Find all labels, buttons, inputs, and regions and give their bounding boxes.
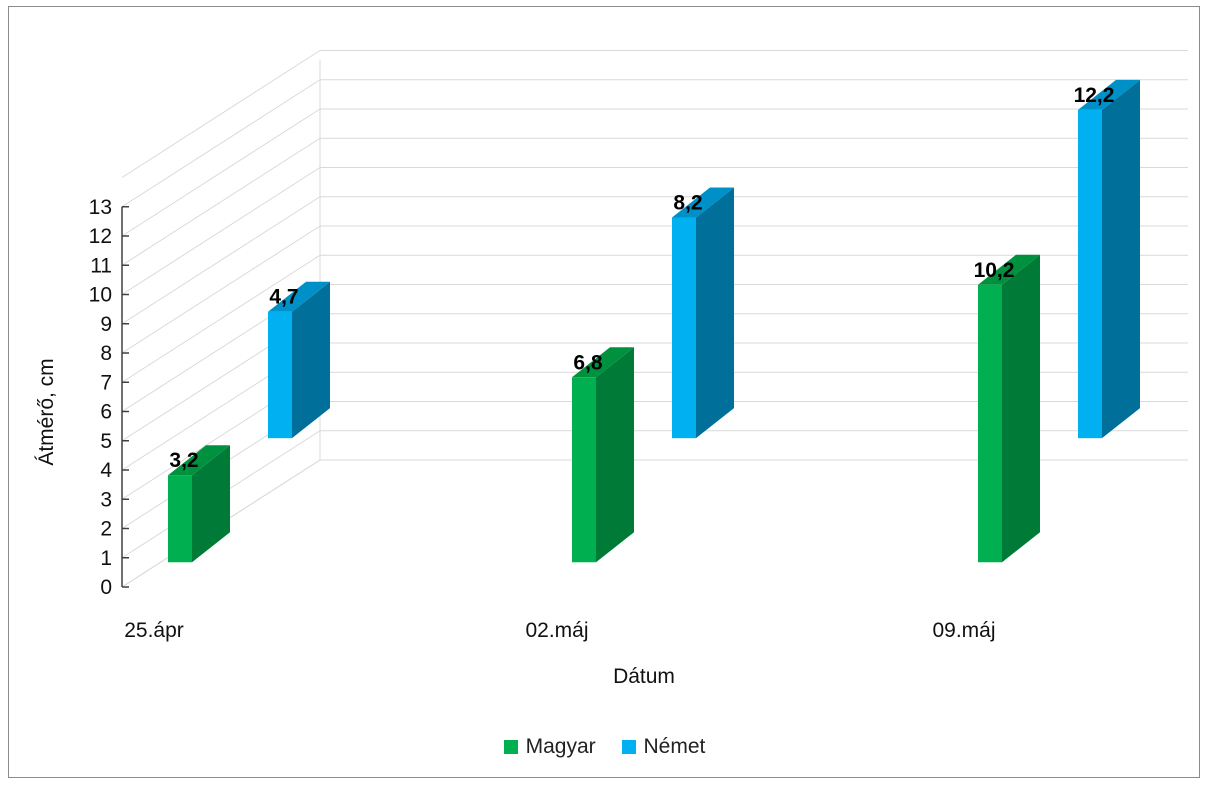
legend-label-nemet: Német <box>643 735 706 758</box>
data-label-magyar-1: 6,8 <box>573 351 603 374</box>
bar-front <box>978 284 1002 563</box>
bar-magyar-0 <box>168 445 230 563</box>
bar-side <box>292 281 330 439</box>
bar-top <box>268 281 330 312</box>
gridline-side <box>121 79 321 208</box>
x-tick-label: 02.máj <box>525 619 588 642</box>
y-tick-label: 1 <box>100 547 112 570</box>
x-axis-ticks: 25.ápr 02.máj 09.máj <box>124 619 995 642</box>
y-tick-label: 0 <box>100 576 112 599</box>
bar-front <box>572 377 596 563</box>
bar-top <box>1078 79 1140 110</box>
bar-side <box>192 445 230 563</box>
data-labels: 3,2 6,8 10,2 4,7 8,2 12,2 <box>169 84 1114 472</box>
bar-magyar-2 <box>978 254 1040 563</box>
bar-német-1 <box>672 187 734 439</box>
y-tick-label: 9 <box>100 313 112 336</box>
gridline-side <box>121 254 321 383</box>
legend-item-magyar: Magyar <box>503 735 596 759</box>
bar-top <box>672 187 734 218</box>
legend: Magyar Német <box>0 735 1209 760</box>
bar-top <box>572 347 634 378</box>
bar-side <box>1002 254 1040 563</box>
x-tick-label: 25.ápr <box>124 619 184 642</box>
bar-magyar-1 <box>572 347 634 563</box>
y-tick-label: 6 <box>100 401 112 424</box>
gridline-side <box>121 225 321 354</box>
y-tick-label: 3 <box>100 488 112 511</box>
data-label-német-1: 8,2 <box>673 192 702 215</box>
bar-top <box>168 445 230 476</box>
bar-front <box>168 475 192 563</box>
bar-front <box>672 217 696 439</box>
y-tick-label: 13 <box>89 196 112 219</box>
y-tick-label: 10 <box>89 284 112 307</box>
y-tick-label: 11 <box>90 254 112 277</box>
data-label-magyar-0: 3,2 <box>169 449 198 472</box>
gridline-side <box>121 137 321 266</box>
y-tick-label: 8 <box>100 342 112 365</box>
bars <box>168 79 1140 563</box>
y-tick-label: 7 <box>100 371 112 394</box>
bar-top <box>978 254 1040 285</box>
y-tick-label: 4 <box>100 459 112 482</box>
data-label-magyar-2: 10,2 <box>974 259 1015 282</box>
gridline-side <box>121 108 321 237</box>
x-tick-label: 09.máj <box>932 619 995 642</box>
legend-label-magyar: Magyar <box>525 735 596 758</box>
data-label-német-0: 4,7 <box>269 286 298 309</box>
bar-side <box>1102 79 1140 439</box>
legend-swatch-nemet <box>621 740 636 754</box>
legend-item-nemet: Német <box>621 735 706 759</box>
y-tick-label: 5 <box>100 430 112 453</box>
gridline-side <box>121 50 321 178</box>
bar-front <box>1078 109 1102 439</box>
bar-német-2 <box>1078 79 1140 439</box>
bar-német-0 <box>268 281 330 439</box>
gridline-side <box>121 196 321 325</box>
bar-side <box>696 187 734 439</box>
bar-front <box>268 311 292 439</box>
x-axis-title: Dátum <box>613 665 675 688</box>
y-tick-label: 2 <box>100 518 112 541</box>
gridline-side <box>121 167 321 295</box>
data-label-német-2: 12,2 <box>1074 84 1115 107</box>
y-tick-label: 12 <box>89 225 112 248</box>
bar-side <box>596 347 634 563</box>
legend-swatch-magyar <box>503 740 518 754</box>
y-axis-title: Átmérő, cm <box>35 358 58 465</box>
